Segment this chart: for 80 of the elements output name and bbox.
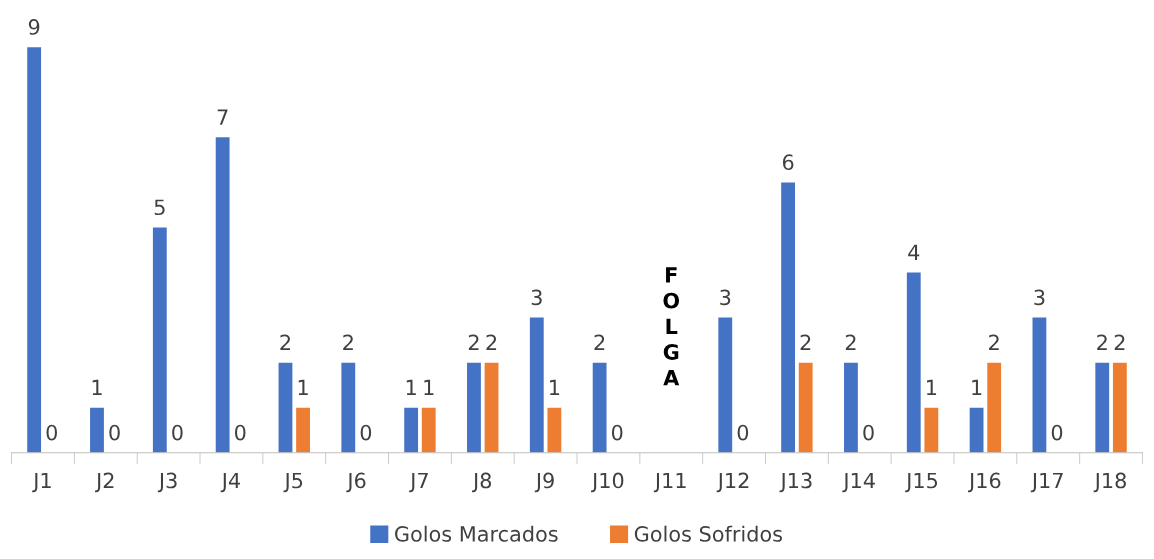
bar bbox=[1095, 362, 1110, 453]
data-label: 2 bbox=[343, 334, 353, 350]
x-tick-label: J17 bbox=[1030, 472, 1063, 493]
bar bbox=[484, 362, 499, 453]
data-label: 2 bbox=[845, 334, 856, 350]
bar bbox=[529, 317, 544, 453]
bar bbox=[27, 47, 42, 453]
data-label: 0 bbox=[172, 424, 183, 441]
x-tick-label: J3 bbox=[157, 472, 177, 493]
bar bbox=[152, 227, 167, 453]
x-tick-label: J10 bbox=[591, 472, 624, 493]
x-tick-label: J14 bbox=[842, 472, 875, 493]
x-tick-label: J7 bbox=[409, 472, 428, 493]
data-label: 2 bbox=[468, 334, 479, 350]
x-tick-label: J8 bbox=[471, 472, 492, 493]
data-label: 0 bbox=[46, 424, 57, 441]
data-label: 2 bbox=[989, 334, 999, 350]
x-tick-label: J18 bbox=[1093, 472, 1126, 493]
data-label: 2 bbox=[1114, 334, 1125, 350]
bar bbox=[987, 362, 1002, 453]
x-tick-label: J12 bbox=[716, 472, 749, 493]
data-label: 5 bbox=[154, 199, 165, 216]
legend-label: Golos Sofridos bbox=[634, 525, 783, 542]
data-label: 3 bbox=[1034, 289, 1045, 306]
bar bbox=[404, 407, 419, 453]
data-label: 6 bbox=[782, 154, 794, 171]
x-tick-label: J9 bbox=[534, 472, 554, 493]
data-label: 0 bbox=[109, 424, 120, 441]
bar bbox=[798, 362, 813, 453]
data-label: 2 bbox=[280, 334, 291, 350]
legend-label: Golos Marcados bbox=[395, 525, 558, 542]
data-label: 2 bbox=[1097, 334, 1107, 350]
data-label: 0 bbox=[737, 424, 749, 441]
bar bbox=[718, 317, 733, 453]
data-label: 4 bbox=[908, 244, 920, 260]
data-label: 3 bbox=[720, 289, 731, 306]
x-tick-label: J4 bbox=[220, 472, 240, 493]
data-label: 3 bbox=[531, 289, 542, 306]
x-tick-label: J15 bbox=[905, 472, 938, 493]
x-tick-label: J5 bbox=[283, 472, 303, 493]
x-tick-label: J11 bbox=[653, 472, 686, 493]
bar bbox=[1032, 317, 1047, 453]
data-label: 0 bbox=[234, 424, 246, 441]
bar bbox=[90, 407, 104, 453]
x-tick-label: J1 bbox=[32, 472, 51, 493]
bar bbox=[844, 362, 858, 453]
data-label: 7 bbox=[217, 109, 228, 125]
annotation: FOLGA bbox=[663, 267, 680, 386]
x-tick-label: J2 bbox=[95, 472, 114, 493]
data-label: 0 bbox=[611, 424, 623, 441]
data-label: 1 bbox=[927, 379, 937, 396]
data-label: 2 bbox=[594, 334, 605, 350]
bar bbox=[924, 407, 939, 453]
bar bbox=[547, 407, 562, 453]
data-label: 0 bbox=[1051, 424, 1063, 441]
data-label: 2 bbox=[800, 334, 811, 350]
data-label: 1 bbox=[424, 379, 434, 396]
bar bbox=[781, 182, 796, 453]
bar bbox=[296, 407, 310, 453]
data-label: 1 bbox=[550, 379, 560, 396]
data-label: 9 bbox=[28, 19, 40, 35]
bar bbox=[1112, 362, 1127, 453]
bar bbox=[467, 362, 481, 453]
data-label: 1 bbox=[406, 379, 416, 396]
bar bbox=[906, 272, 921, 453]
x-tick-label: J6 bbox=[346, 472, 366, 493]
data-label: 0 bbox=[360, 424, 372, 441]
bar bbox=[341, 362, 356, 453]
data-label: 1 bbox=[92, 379, 102, 396]
data-label: 1 bbox=[298, 379, 308, 396]
bar bbox=[215, 137, 230, 453]
x-tick-label: J16 bbox=[967, 472, 1001, 493]
data-label: 2 bbox=[486, 334, 497, 350]
bar bbox=[278, 362, 293, 453]
x-tick-label: J13 bbox=[779, 472, 812, 493]
bar bbox=[421, 407, 436, 453]
bar bbox=[969, 407, 984, 453]
data-label: 1 bbox=[972, 379, 982, 396]
bar bbox=[592, 362, 607, 453]
data-label: 0 bbox=[863, 424, 874, 441]
